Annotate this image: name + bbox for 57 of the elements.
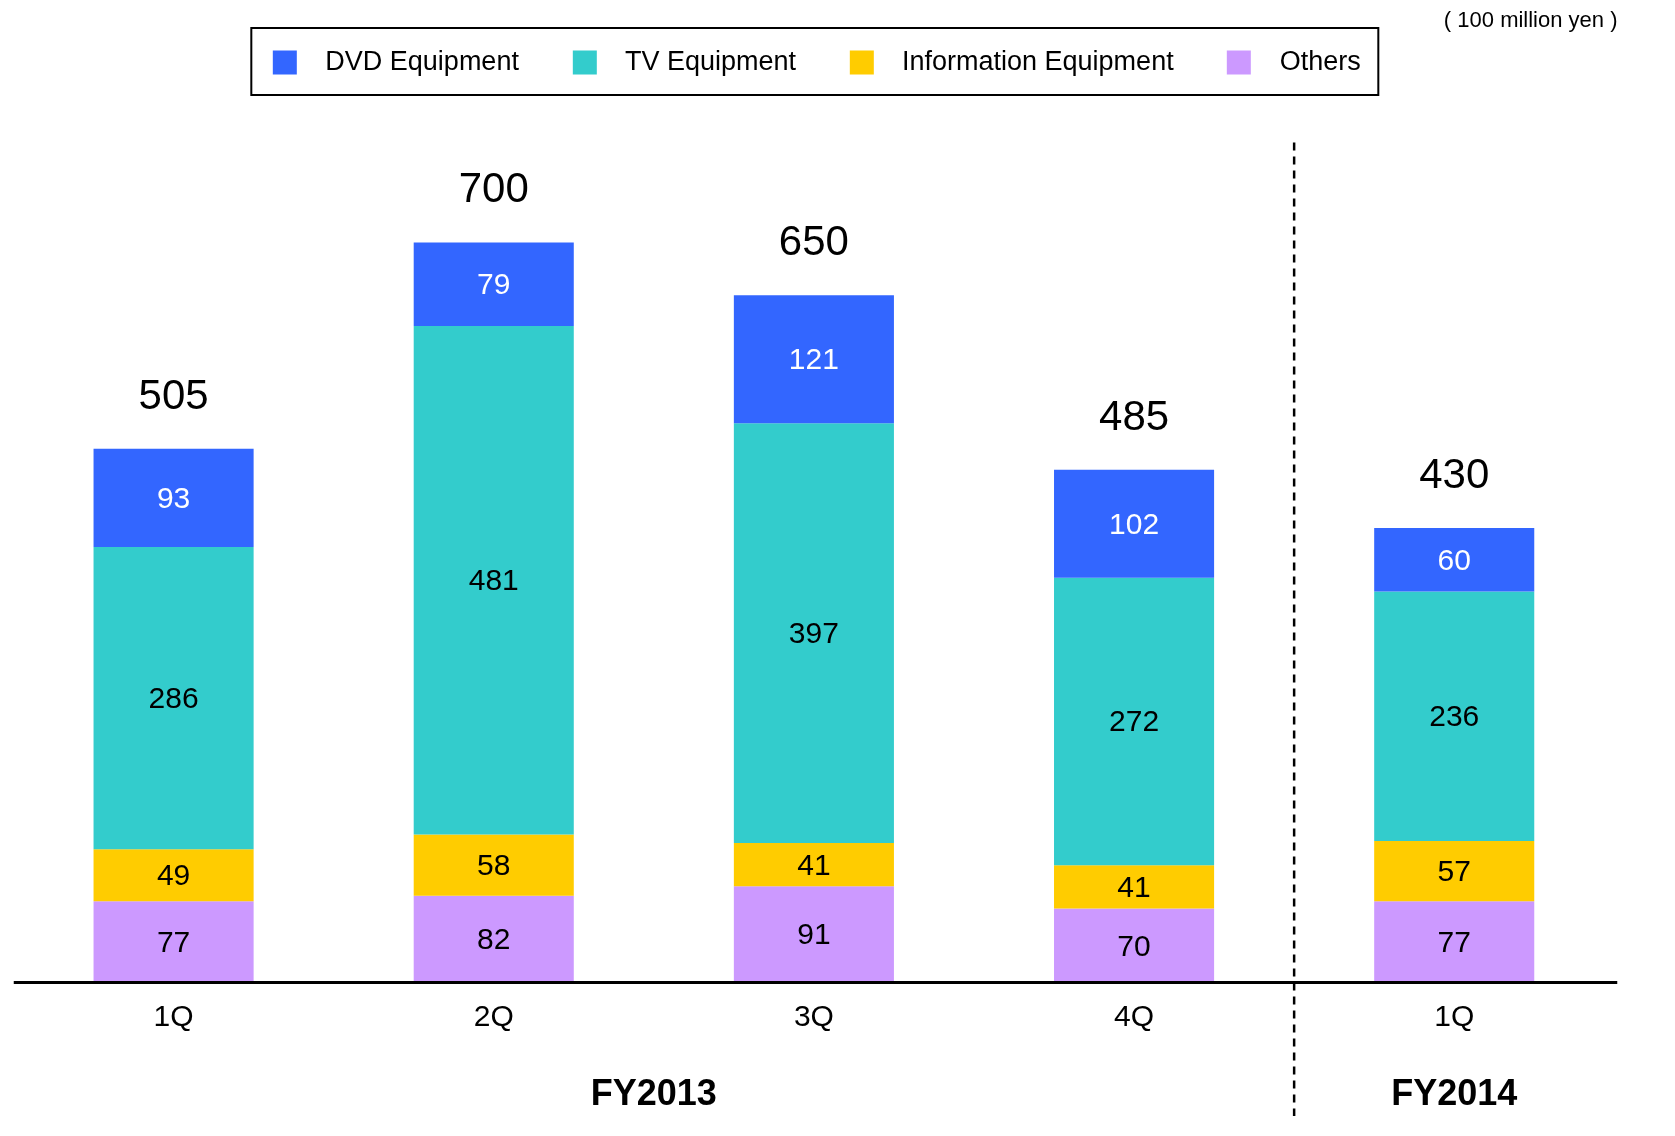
data-label: 79 xyxy=(477,267,511,301)
bar xyxy=(413,834,574,896)
legend-label: TV Equipment xyxy=(624,46,796,77)
text: FY2013 xyxy=(590,1071,717,1113)
data-label: 41 xyxy=(1117,869,1151,903)
bar xyxy=(733,886,894,983)
data-label: 286 xyxy=(148,681,199,715)
bar xyxy=(733,423,894,843)
total-label: 485 xyxy=(1099,391,1170,439)
bar xyxy=(413,895,574,983)
data-label: 121 xyxy=(788,342,839,376)
x-tick-label: 3Q xyxy=(793,998,834,1032)
data-label: 272 xyxy=(1109,704,1160,738)
text: FY2014 xyxy=(1391,1071,1518,1113)
bar xyxy=(1054,577,1215,866)
data-label: 57 xyxy=(1437,854,1471,888)
total-label: 505 xyxy=(138,370,209,418)
bar xyxy=(93,849,254,902)
total-label: 430 xyxy=(1419,449,1490,497)
data-label: 41 xyxy=(797,847,831,881)
bar xyxy=(1374,591,1535,841)
legend-label: DVD Equipment xyxy=(325,46,519,77)
data-label: 93 xyxy=(156,480,191,514)
total-label: 700 xyxy=(458,164,529,212)
legend-label: Information Equipment xyxy=(902,46,1174,77)
text: ( 100 million yen ) xyxy=(1443,6,1618,32)
bar xyxy=(413,242,574,327)
data-label: 77 xyxy=(156,924,191,958)
data-label: 49 xyxy=(156,858,191,892)
bar xyxy=(1374,840,1535,902)
data-label: 397 xyxy=(788,616,839,650)
x-tick-label: 2Q xyxy=(473,998,514,1032)
bar xyxy=(1054,469,1215,578)
x-tick-label: 1Q xyxy=(153,998,194,1032)
data-label: 60 xyxy=(1437,542,1471,576)
data-label: 102 xyxy=(1109,506,1160,540)
data-label: 77 xyxy=(1437,924,1471,958)
x-tick-label: 1Q xyxy=(1434,998,1475,1032)
bar xyxy=(93,546,254,850)
x-tick-label: 4Q xyxy=(1114,998,1155,1032)
bar xyxy=(1374,527,1535,592)
data-label: 82 xyxy=(477,922,511,956)
bar xyxy=(1374,901,1535,983)
legend-label: Others xyxy=(1279,46,1361,77)
bar xyxy=(733,295,894,424)
bar xyxy=(93,901,254,983)
data-label: 236 xyxy=(1429,699,1480,733)
bar xyxy=(1054,865,1215,909)
data-label: 70 xyxy=(1117,928,1151,962)
total-label: 650 xyxy=(778,217,849,265)
data-label: 91 xyxy=(797,917,831,951)
bar xyxy=(1054,908,1215,983)
bar xyxy=(733,843,894,887)
bar xyxy=(93,448,254,547)
data-label: 58 xyxy=(477,848,511,882)
data-label: 481 xyxy=(468,563,519,597)
bar xyxy=(413,326,574,835)
